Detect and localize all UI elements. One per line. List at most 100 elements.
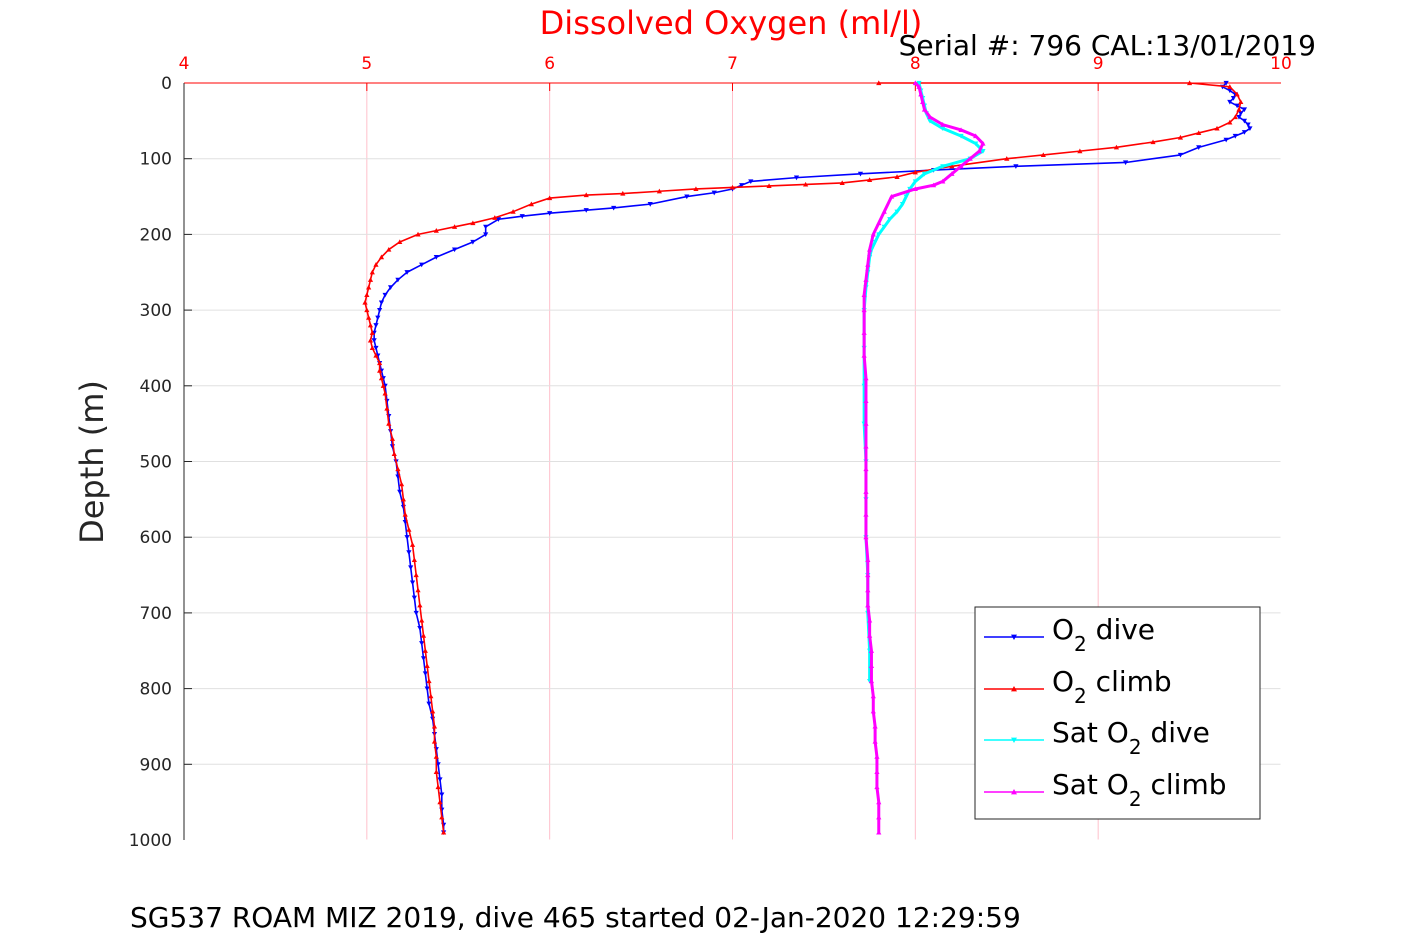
data-point [874,784,880,790]
data-point [912,169,918,175]
y-tick-label: 300 [140,301,172,321]
data-point [973,141,979,147]
data-point [894,209,900,215]
data-point [876,220,882,226]
data-point [876,232,882,237]
data-point [1223,80,1229,86]
data-point [739,183,745,188]
data-point [684,194,690,200]
data-point [433,754,439,759]
data-point [865,557,871,562]
data-point [510,209,516,214]
x-tick-label: 9 [1093,54,1104,74]
series-line [364,82,1242,833]
data-point [927,118,933,124]
y-tick-label: 900 [140,755,172,775]
data-point [1245,122,1251,128]
data-point [439,792,445,798]
data-point [867,617,873,623]
x-tick-label: 10 [1270,54,1292,74]
data-point [870,708,876,714]
data-point [976,148,982,154]
legend-label: O2 dive [1052,613,1155,656]
data-point [388,285,394,290]
data-point [872,723,878,729]
data-point [1196,130,1202,136]
data-point [1236,106,1242,112]
series-o2-climb [362,80,1244,835]
x-tick-label: 7 [727,54,738,74]
data-point [894,174,900,179]
data-point [435,784,441,790]
data-point [362,299,368,305]
data-point [547,195,553,201]
data-point [656,188,662,194]
data-point [419,262,425,268]
data-point [1241,118,1248,124]
data-point [940,164,946,169]
data-point [921,106,928,112]
data-point [375,315,381,321]
data-point [870,693,876,699]
data-point [420,656,427,661]
y-tick-label: 100 [140,150,172,170]
data-point [912,179,918,185]
data-point [839,180,845,186]
data-point [439,814,445,820]
data-point [729,184,736,190]
data-point [920,99,926,105]
data-point [426,701,432,707]
legend-swatch-marker [1011,789,1017,795]
data-point [711,190,717,196]
data-point [389,436,396,441]
data-point [417,625,423,631]
data-point [872,738,878,744]
data-point [887,217,893,222]
data-point [583,192,589,198]
data-point [958,127,964,133]
data-point [377,368,383,373]
data-point [868,648,875,653]
data-point [367,337,374,343]
data-point [876,799,882,805]
data-point [793,175,800,181]
data-point [404,270,410,275]
data-point [967,156,973,161]
data-point [406,550,412,555]
data-point [1234,91,1240,97]
data-point [949,171,955,176]
data-point [404,535,410,540]
series-line [373,82,1251,833]
data-point [437,799,443,805]
data-point [1077,148,1083,154]
data-point [863,398,869,404]
data-point [874,769,880,774]
y-tick-label: 700 [140,604,172,624]
data-point [940,178,946,184]
data-point [411,595,417,601]
data-point [378,254,385,260]
data-point [437,777,443,783]
data-point [386,421,392,426]
x-tick-label: 6 [544,54,555,74]
data-point [865,572,871,578]
data-point [495,217,502,222]
data-point [1241,130,1248,135]
data-point [397,489,403,495]
data-point [406,527,412,532]
y-tick-label: 400 [140,377,172,397]
data-point [1122,160,1129,166]
data-point [369,330,375,335]
data-point [1227,119,1233,125]
data-point [861,292,867,298]
data-point [1236,114,1242,120]
y-tick-label: 500 [140,453,172,473]
data-point [408,565,414,571]
data-point [547,211,553,216]
data-point [400,496,406,502]
data-point [865,587,871,593]
data-point [863,466,869,472]
data-point [863,375,869,381]
data-point [433,255,439,260]
data-point [371,338,377,343]
